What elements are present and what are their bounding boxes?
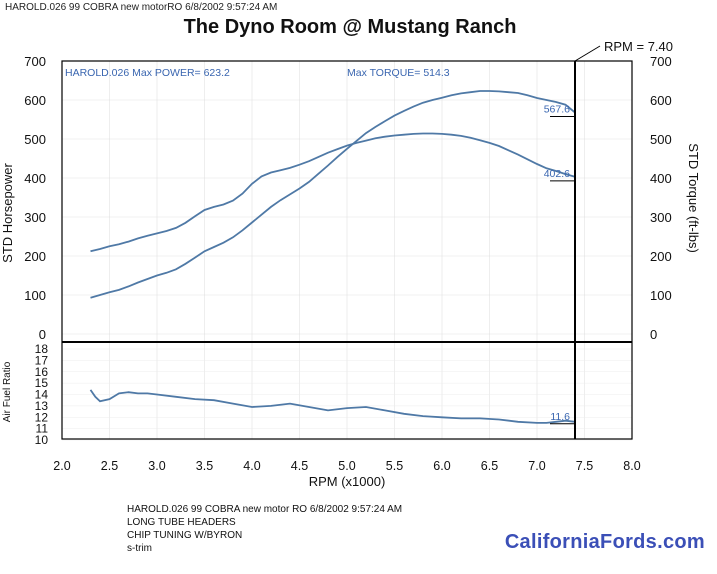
torque-end-label: 402.6 (544, 168, 570, 180)
footer-note-headers: LONG TUBE HEADERS (127, 517, 236, 528)
y-tick-label-right: 0 (650, 327, 657, 342)
plot-frame (61, 60, 633, 440)
y-tick-label-left: 100 (24, 288, 46, 303)
x-tick-label: 5.5 (386, 459, 403, 473)
y-tick-label-left: 200 (24, 249, 46, 264)
footer-note-trim: s-trim (127, 543, 152, 554)
y-tick-label-left: 500 (24, 132, 46, 147)
y-tick-label-right: 100 (650, 288, 672, 303)
x-tick-label: 6.0 (433, 459, 450, 473)
y-tick-label-left: 400 (24, 171, 46, 186)
chart-title: The Dyno Room @ Mustang Ranch (183, 16, 517, 38)
x-tick-label: 7.5 (576, 459, 593, 473)
y-tick-label-left: 600 (24, 93, 46, 108)
x-tick-label: 4.0 (243, 459, 260, 473)
series-layer (89, 90, 576, 424)
max-power-info: HAROLD.026 Max POWER= 623.2 (65, 67, 230, 79)
y-axis-label-left: STD Horsepower (0, 162, 15, 262)
x-tick-label: 5.0 (338, 459, 355, 473)
hp-curve (90, 90, 576, 299)
y-tick-label-right: 300 (650, 210, 672, 225)
footer-run-info: HAROLD.026 99 COBRA new motor RO 6/8/200… (127, 504, 403, 515)
y-tick-label-left: 700 (24, 54, 46, 69)
afr-tick-label: 13 (35, 399, 49, 413)
afr-axis-label: Air Fuel Ratio (2, 361, 13, 422)
footer-note-tuning: CHIP TUNING W/BYRON (127, 530, 243, 541)
x-tick-label: 2.5 (101, 459, 118, 473)
hp-end-label: 567.6 (544, 103, 570, 115)
y-axis-label-right: STD Torque (ft-lbs) (686, 143, 701, 253)
torque-curve (90, 132, 576, 253)
marker-layer: 567.6 402.6 11.6 (544, 45, 601, 439)
y-tick-label-right: 500 (650, 132, 672, 147)
y-tick-label-right: 600 (650, 93, 672, 108)
afr-tick-label: 10 (35, 433, 49, 447)
x-axis-label: RPM (x1000) (309, 474, 386, 489)
grid-layer (61, 60, 633, 441)
afr-tick-label: 12 (35, 410, 49, 424)
afr-tick-label: 14 (35, 388, 49, 402)
afr-tick-label: 18 (35, 342, 49, 356)
afr-tick-label: 17 (35, 353, 49, 367)
x-tick-label: 8.0 (623, 459, 640, 473)
max-torque-info: Max TORQUE= 514.3 (347, 67, 450, 79)
x-tick-label: 6.5 (481, 459, 498, 473)
afr-tick-label: 11 (36, 422, 49, 436)
y-tick-label-left: 0 (39, 327, 46, 342)
afr-curve (89, 389, 576, 424)
x-tick-label: 7.0 (528, 459, 545, 473)
rpm-marker-pointer (574, 45, 601, 62)
afr-end-label: 11.6 (550, 411, 570, 423)
x-tick-label: 4.5 (291, 459, 308, 473)
x-tick-label: 3.0 (148, 459, 165, 473)
y-tick-label-right: 200 (650, 249, 672, 264)
x-tick-label: 3.5 (196, 459, 213, 473)
y-tick-label-right: 700 (650, 54, 672, 69)
afr-tick-label: 15 (35, 376, 49, 390)
x-tick-label: 2.0 (53, 459, 70, 473)
run-info-header: HAROLD.026 99 COBRA new motorRO 6/8/2002… (5, 2, 278, 13)
y-tick-label-left: 300 (24, 210, 46, 225)
rpm-marker-label: RPM = 7.40 (604, 39, 673, 54)
brand-watermark: CaliforniaFords.com (504, 531, 705, 553)
afr-tick-label: 16 (35, 365, 49, 379)
axes-layer: 2.0 2.5 3.0 3.5 4.0 4.5 5.0 5.5 6.0 6.5 7.0 7.5 8.0 0… (24, 54, 671, 473)
y-tick-label-right: 400 (650, 171, 672, 186)
